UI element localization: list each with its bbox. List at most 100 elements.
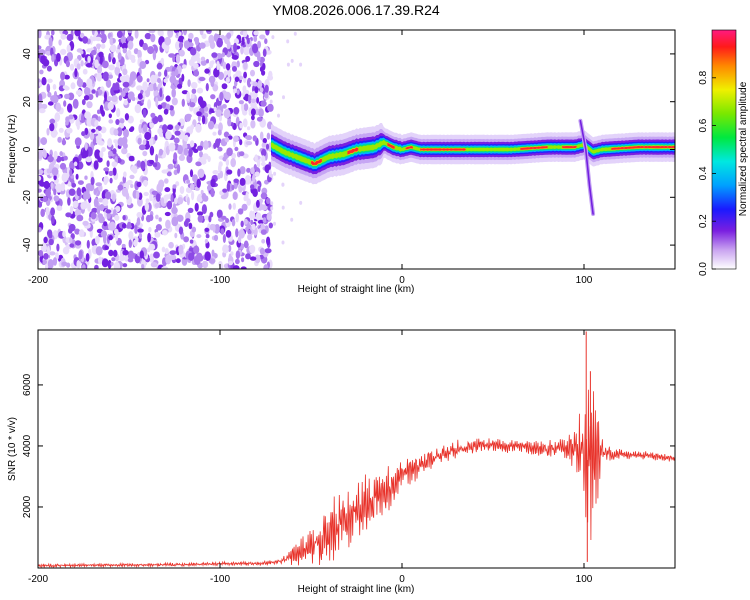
noise-speck <box>225 218 230 223</box>
noise-speck <box>130 126 135 132</box>
noise-speck <box>97 109 101 115</box>
noise-speck <box>94 59 99 69</box>
noise-speck <box>226 40 231 50</box>
noise-speck <box>172 184 177 189</box>
noise-speck <box>91 128 96 133</box>
noise-speck <box>93 197 99 208</box>
spectrogram-ridge <box>271 118 675 216</box>
noise-speck <box>232 191 238 200</box>
noise-speck <box>222 244 229 254</box>
noise-speck <box>231 152 237 160</box>
noise-speck <box>253 35 258 42</box>
noise-speck <box>179 186 185 194</box>
noise-speck <box>240 220 244 228</box>
noise-speck <box>141 264 145 269</box>
noise-speck <box>56 243 60 252</box>
noise-speck <box>43 236 48 244</box>
noise-speck <box>170 194 174 203</box>
noise-speck <box>154 231 161 238</box>
noise-speck <box>75 240 82 246</box>
noise-speck <box>86 239 90 249</box>
noise-speck <box>197 168 205 178</box>
noise-speck <box>47 91 52 98</box>
noise-speck <box>54 112 61 122</box>
noise-speck <box>100 43 106 49</box>
noise-speck <box>213 123 219 129</box>
noise-speck <box>232 88 238 94</box>
noise-speck <box>201 115 206 125</box>
y-tick-label: 0 <box>22 146 33 152</box>
noise-speck <box>80 50 84 55</box>
noise-speck <box>121 243 126 248</box>
noise-speck <box>39 69 44 75</box>
noise-speck <box>202 260 209 269</box>
noise-speck <box>110 261 114 266</box>
noise-speck <box>89 132 95 141</box>
noise-speck <box>117 137 125 147</box>
noise-speck <box>242 118 248 128</box>
noise-speck <box>240 46 244 55</box>
noise-speck <box>82 220 89 226</box>
noise-speck <box>225 158 230 166</box>
noise-speck <box>227 118 232 127</box>
noise-speck <box>261 239 266 244</box>
noise-speck <box>157 127 163 135</box>
noise-speck <box>67 103 73 113</box>
noise-speck <box>182 64 187 69</box>
noise-speck <box>59 151 63 157</box>
noise-speck <box>254 254 261 264</box>
noise-speck <box>183 40 190 49</box>
noise-speck <box>212 170 219 175</box>
noise-speck <box>149 214 154 221</box>
noise-speck <box>163 194 171 200</box>
noise-speck <box>151 190 158 195</box>
noise-speck <box>161 169 169 174</box>
noise-speck <box>73 161 78 167</box>
noise-speck <box>216 60 220 71</box>
noise-speck <box>252 188 258 197</box>
ridge-core-red <box>562 145 577 149</box>
noise-speck <box>239 166 246 175</box>
noise-speck <box>259 34 266 40</box>
noise-speck <box>60 33 67 40</box>
noise-speck <box>270 206 274 211</box>
noise-speck <box>189 239 194 244</box>
noise-speck <box>107 259 112 269</box>
noise-speck <box>190 47 197 56</box>
noise-speck <box>173 30 179 33</box>
noise-speck <box>233 42 238 53</box>
noise-speck <box>163 108 169 115</box>
noise-speck <box>39 81 43 87</box>
noise-speck <box>235 250 241 259</box>
noise-speck <box>243 61 248 70</box>
noise-speck <box>195 161 202 167</box>
noise-speck <box>63 100 67 107</box>
noise-speck <box>261 70 266 76</box>
noise-speck <box>46 83 51 93</box>
ridge-core-red <box>347 147 359 155</box>
noise-speck <box>264 248 272 254</box>
noise-speck <box>197 211 204 216</box>
noise-speck <box>45 189 52 197</box>
noise-speck <box>101 190 107 201</box>
snr-x-axis-label: Height of straight line (km) <box>298 584 415 595</box>
noise-speck <box>277 113 280 118</box>
noise-speck <box>240 266 247 269</box>
noise-speck <box>155 97 159 107</box>
noise-speck <box>159 87 163 98</box>
noise-speck <box>48 233 53 239</box>
colorbar-tick-label: 0.2 <box>698 214 709 228</box>
noise-speck <box>93 160 99 170</box>
noise-speck <box>78 250 83 260</box>
noise-speck <box>286 62 290 67</box>
noise-speck <box>90 176 95 186</box>
noise-speck <box>137 197 143 207</box>
noise-speck <box>109 177 113 184</box>
noise-speck <box>48 238 54 246</box>
noise-speck <box>39 181 47 187</box>
ridge-core-red <box>405 146 413 150</box>
noise-speck <box>266 213 272 221</box>
noise-speck <box>76 187 82 197</box>
noise-speck <box>205 234 210 239</box>
noise-speck <box>262 138 267 144</box>
